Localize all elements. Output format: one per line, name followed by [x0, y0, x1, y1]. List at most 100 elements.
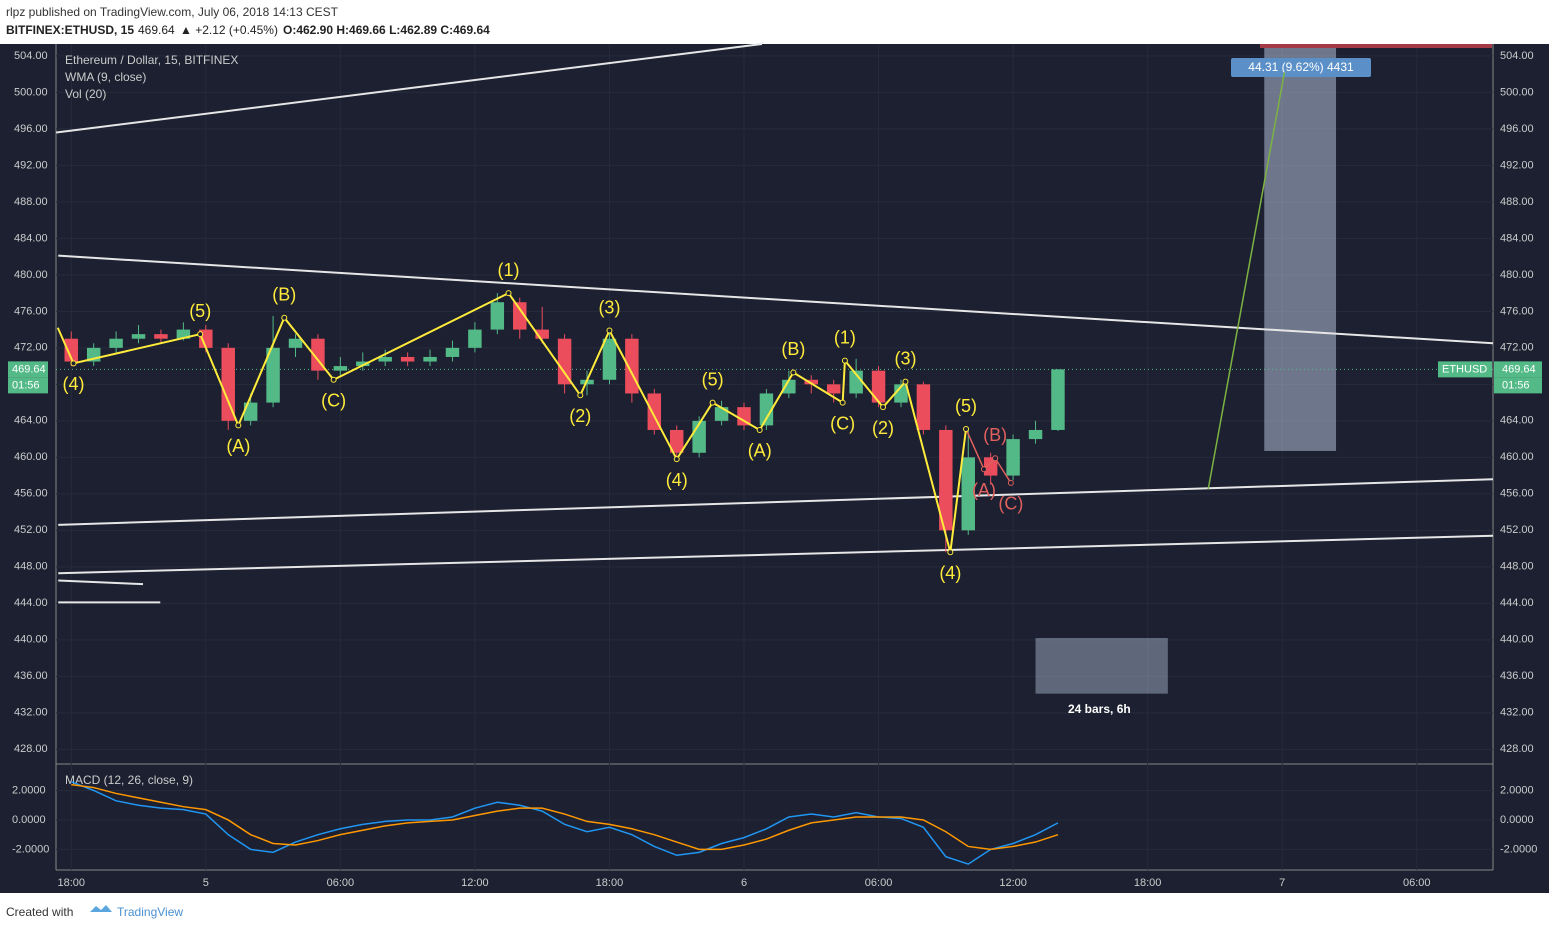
wave-label: (3)	[894, 348, 916, 368]
brand: TradingView	[117, 905, 183, 919]
x-tick-label: 06:00	[327, 877, 355, 889]
trendline	[58, 478, 1494, 526]
x-tick-label: 18:00	[596, 877, 624, 889]
candle-body	[131, 334, 146, 339]
x-tick-label: 06:00	[865, 877, 893, 889]
wave-point	[756, 426, 763, 433]
wave-label: (A)	[748, 441, 772, 461]
wave-point	[790, 369, 797, 376]
wave-label: (2)	[569, 406, 591, 426]
wave-label: (C)	[830, 413, 855, 433]
trendline	[58, 254, 1494, 345]
candle-body	[849, 370, 863, 394]
macd-tick-label: -2.0000	[12, 843, 49, 855]
y-tick-label: 448.00	[1500, 561, 1534, 573]
y-tick-label: 492.00	[14, 159, 48, 171]
candle-body	[804, 379, 819, 385]
y-tick-label: 504.00	[1500, 50, 1534, 62]
candle-body	[737, 407, 751, 426]
created: Created with	[6, 905, 73, 919]
wave-point	[577, 392, 584, 399]
candle-body	[288, 338, 303, 348]
macd-title: MACD (12, 26, close, 9)	[65, 773, 193, 787]
wave-point	[197, 331, 204, 338]
wave-point	[992, 455, 999, 462]
wave-point	[980, 466, 987, 473]
macd-tick-label: 0.0000	[12, 814, 46, 826]
candle-body	[714, 407, 729, 421]
candle-body	[759, 393, 774, 426]
wave-label: (B)	[272, 284, 296, 304]
y-tick-label: 480.00	[1500, 269, 1534, 281]
measure-box	[1264, 46, 1337, 451]
candle-body	[1006, 439, 1020, 476]
y-tick-label: 500.00	[1500, 86, 1534, 98]
wave-label: (2)	[872, 418, 894, 438]
y-tick-label: 476.00	[1500, 305, 1534, 317]
y-tick-label: 432.00	[14, 707, 48, 719]
candle-body	[782, 379, 796, 394]
wave-point	[330, 376, 337, 383]
candle-body	[894, 384, 908, 403]
bars-label: 24 bars, 6h	[1068, 702, 1131, 716]
wave-label: (B)	[983, 425, 1007, 445]
wave-label: (A)	[226, 436, 250, 456]
candle-body	[221, 347, 235, 421]
macd-tick-label: 2.0000	[1500, 784, 1534, 796]
candle-body	[535, 329, 549, 339]
chart: 504.00 504.00 500.00 500.00 496.00 496.00 492.…	[8, 43, 1542, 889]
wave-point	[70, 360, 77, 367]
logo	[90, 905, 112, 912]
candle-body	[109, 338, 123, 348]
y-tick-label: 460.00	[14, 451, 48, 463]
wave-point	[505, 290, 512, 297]
axis-tag-bg	[1494, 361, 1542, 378]
candle-body	[1051, 369, 1065, 430]
y-tick-label: 472.00	[14, 342, 48, 354]
y-tick-label: 488.00	[1500, 196, 1534, 208]
candle-body	[983, 457, 998, 476]
y-tick-label: 472.00	[1500, 342, 1534, 354]
candle-body	[243, 402, 258, 421]
axis-tag: 469.64	[1502, 363, 1536, 375]
y-tick-label: 440.00	[14, 634, 48, 646]
y-tick-label: 488.00	[14, 196, 48, 208]
candle-body	[378, 356, 392, 362]
candle-body	[468, 329, 482, 348]
wave-point	[880, 404, 887, 411]
change: ▲ +2.12 (+0.45%)	[180, 23, 278, 37]
y-tick-label: 456.00	[14, 488, 48, 500]
candle-body	[64, 338, 78, 362]
candle-body	[266, 347, 280, 403]
y-tick-label: 460.00	[1500, 451, 1534, 463]
y-tick-label: 496.00	[14, 123, 48, 135]
y-tick-label: 500.00	[14, 86, 48, 98]
y-tick-label: 464.00	[1500, 415, 1534, 427]
axis-tag: 01:56	[1502, 379, 1530, 391]
y-tick-label: 436.00	[1500, 670, 1534, 682]
candle-body	[333, 366, 348, 371]
axis-tag-bg	[8, 361, 48, 378]
y-tick-label: 476.00	[14, 305, 48, 317]
last: 469.64	[138, 23, 175, 37]
wave-point	[281, 314, 288, 321]
x-tick-label: 06:00	[1403, 877, 1431, 889]
trendline	[58, 534, 1494, 575]
y-tick-label: 428.00	[1500, 743, 1534, 755]
wave-point	[673, 456, 680, 463]
macd-tick-label: 2.0000	[12, 784, 46, 796]
macd-tick-label: -2.0000	[1500, 843, 1537, 855]
y-tick-label: 448.00	[14, 561, 48, 573]
measure-box	[1035, 637, 1168, 694]
candle-body	[400, 356, 415, 362]
wave-label: (4)	[939, 563, 961, 583]
wave-label: (4)	[666, 470, 688, 490]
legend: Vol (20)	[65, 87, 106, 101]
wave-point	[839, 399, 846, 406]
x-tick-label: 18:00	[1134, 877, 1162, 889]
y-tick-label: 436.00	[14, 670, 48, 682]
wave-label: (B)	[781, 339, 805, 359]
candle-body	[356, 361, 370, 367]
